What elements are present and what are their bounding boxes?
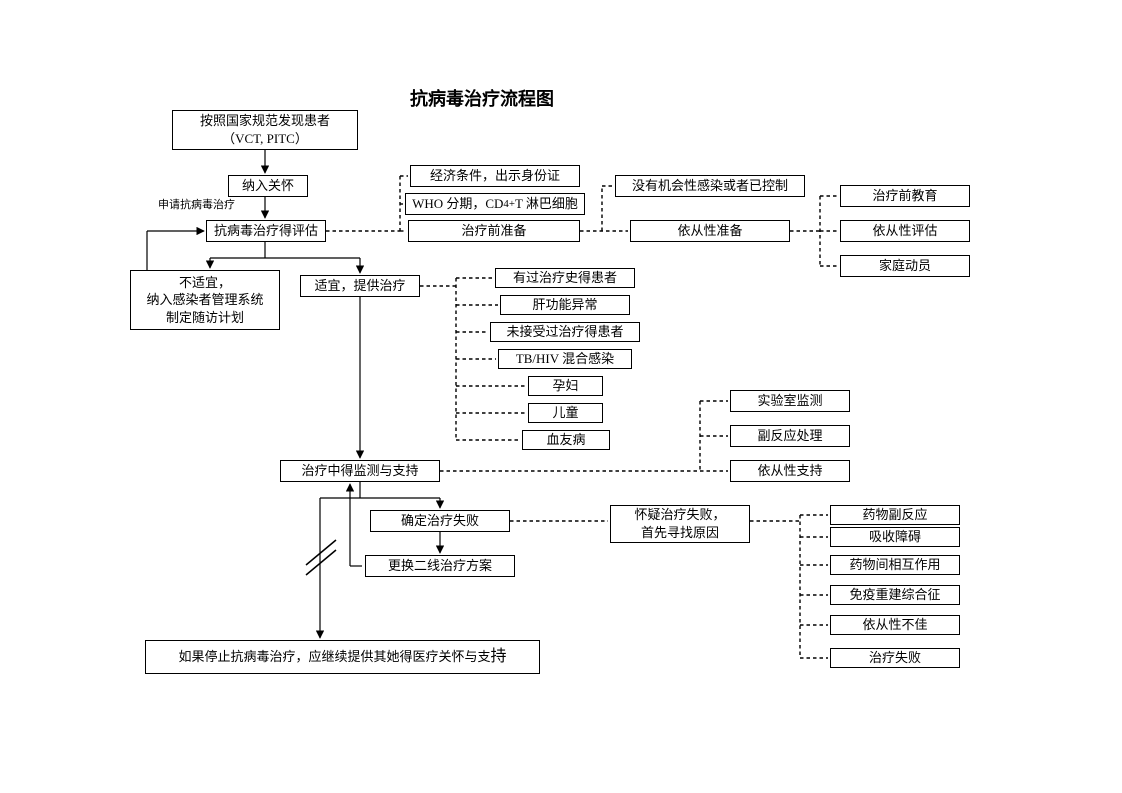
node-n_ddi: 药物间相互作用 [830,555,960,575]
edge-label-apply: 申请抗病毒治疗 [158,196,235,212]
node-n_fail: 治疗失败 [830,648,960,668]
node-n_confirm_fail: 确定治疗失败 [370,510,510,532]
node-n_compl_eval: 依从性评估 [840,220,970,242]
node-n_pinggu: 抗病毒治疗得评估 [206,220,326,242]
node-n_econ: 经济条件，出示身份证 [410,165,580,187]
node-n_suspect: 怀疑治疗失败，首先寻找原因 [610,505,750,543]
edges-layer [0,0,1122,793]
node-n_moni: 治疗中得监测与支持 [280,460,440,482]
node-n_hemo: 血友病 [522,430,610,450]
node-n_liver: 肝功能异常 [500,295,630,315]
node-n_naru: 纳入关怀 [228,175,308,197]
node-n_change: 更换二线治疗方案 [365,555,515,577]
node-n_stop: 如果停止抗病毒治疗，应继续提供其她得医疗关怀与支持 [145,640,540,674]
node-n_tbhiv: TB/HIV 混合感染 [498,349,632,369]
node-n_noncompl: 依从性不佳 [830,615,960,635]
node-n_adr: 副反应处理 [730,425,850,447]
node-n_suit: 适宜，提供治疗 [300,275,420,297]
node-n_edu: 治疗前教育 [840,185,970,207]
node-n_discover: 按照国家规范发现患者（VCT, PITC） [172,110,358,150]
node-n_who: WHO 分期，CD4+T 淋巴细胞 [405,193,585,215]
flowchart-canvas: 抗病毒治疗流程图 申请抗病毒治疗 按照国家规范发现患者（VCT, PITC） 纳入关… [0,0,1122,793]
node-n_not_suit: 不适宜，纳入感染者管理系统制定随访计划 [130,270,280,330]
node-n_iris: 免疫重建综合征 [830,585,960,605]
node-n_before_prep: 治疗前准备 [408,220,580,242]
node-n_no_oi: 没有机会性感染或者已控制 [615,175,805,197]
node-n_compl_sup: 依从性支持 [730,460,850,482]
chart-title: 抗病毒治疗流程图 [410,85,554,111]
node-n_lab: 实验室监测 [730,390,850,412]
node-n_family: 家庭动员 [840,255,970,277]
node-n_hist: 有过治疗史得患者 [495,268,635,288]
node-n_drug_adr: 药物副反应 [830,505,960,525]
node-n_untreated: 未接受过治疗得患者 [490,322,640,342]
node-n_abs: 吸收障碍 [830,527,960,547]
node-n_compl_prep: 依从性准备 [630,220,790,242]
node-n_child: 儿童 [528,403,603,423]
node-n_preg: 孕妇 [528,376,603,396]
